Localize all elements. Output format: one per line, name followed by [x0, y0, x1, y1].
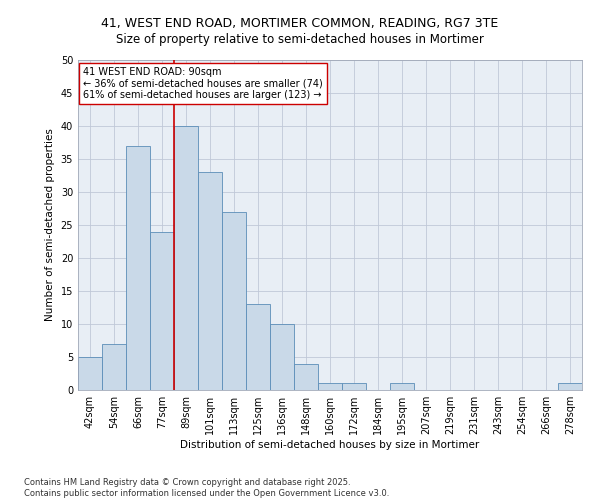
Y-axis label: Number of semi-detached properties: Number of semi-detached properties	[45, 128, 55, 322]
Bar	[150, 232, 174, 390]
X-axis label: Distribution of semi-detached houses by size in Mortimer: Distribution of semi-detached houses by …	[181, 440, 479, 450]
Bar	[78, 357, 102, 390]
Bar	[270, 324, 294, 390]
Bar	[390, 384, 414, 390]
Text: 41 WEST END ROAD: 90sqm
← 36% of semi-detached houses are smaller (74)
61% of se: 41 WEST END ROAD: 90sqm ← 36% of semi-de…	[83, 66, 323, 100]
Bar	[102, 344, 126, 390]
Bar	[294, 364, 318, 390]
Bar	[126, 146, 150, 390]
Bar	[198, 172, 222, 390]
Text: 41, WEST END ROAD, MORTIMER COMMON, READING, RG7 3TE: 41, WEST END ROAD, MORTIMER COMMON, READ…	[101, 18, 499, 30]
Bar	[246, 304, 270, 390]
Bar	[318, 384, 342, 390]
Bar	[222, 212, 246, 390]
Bar	[174, 126, 198, 390]
Text: Size of property relative to semi-detached houses in Mortimer: Size of property relative to semi-detach…	[116, 32, 484, 46]
Text: Contains HM Land Registry data © Crown copyright and database right 2025.
Contai: Contains HM Land Registry data © Crown c…	[24, 478, 389, 498]
Bar	[558, 384, 582, 390]
Bar	[342, 384, 366, 390]
